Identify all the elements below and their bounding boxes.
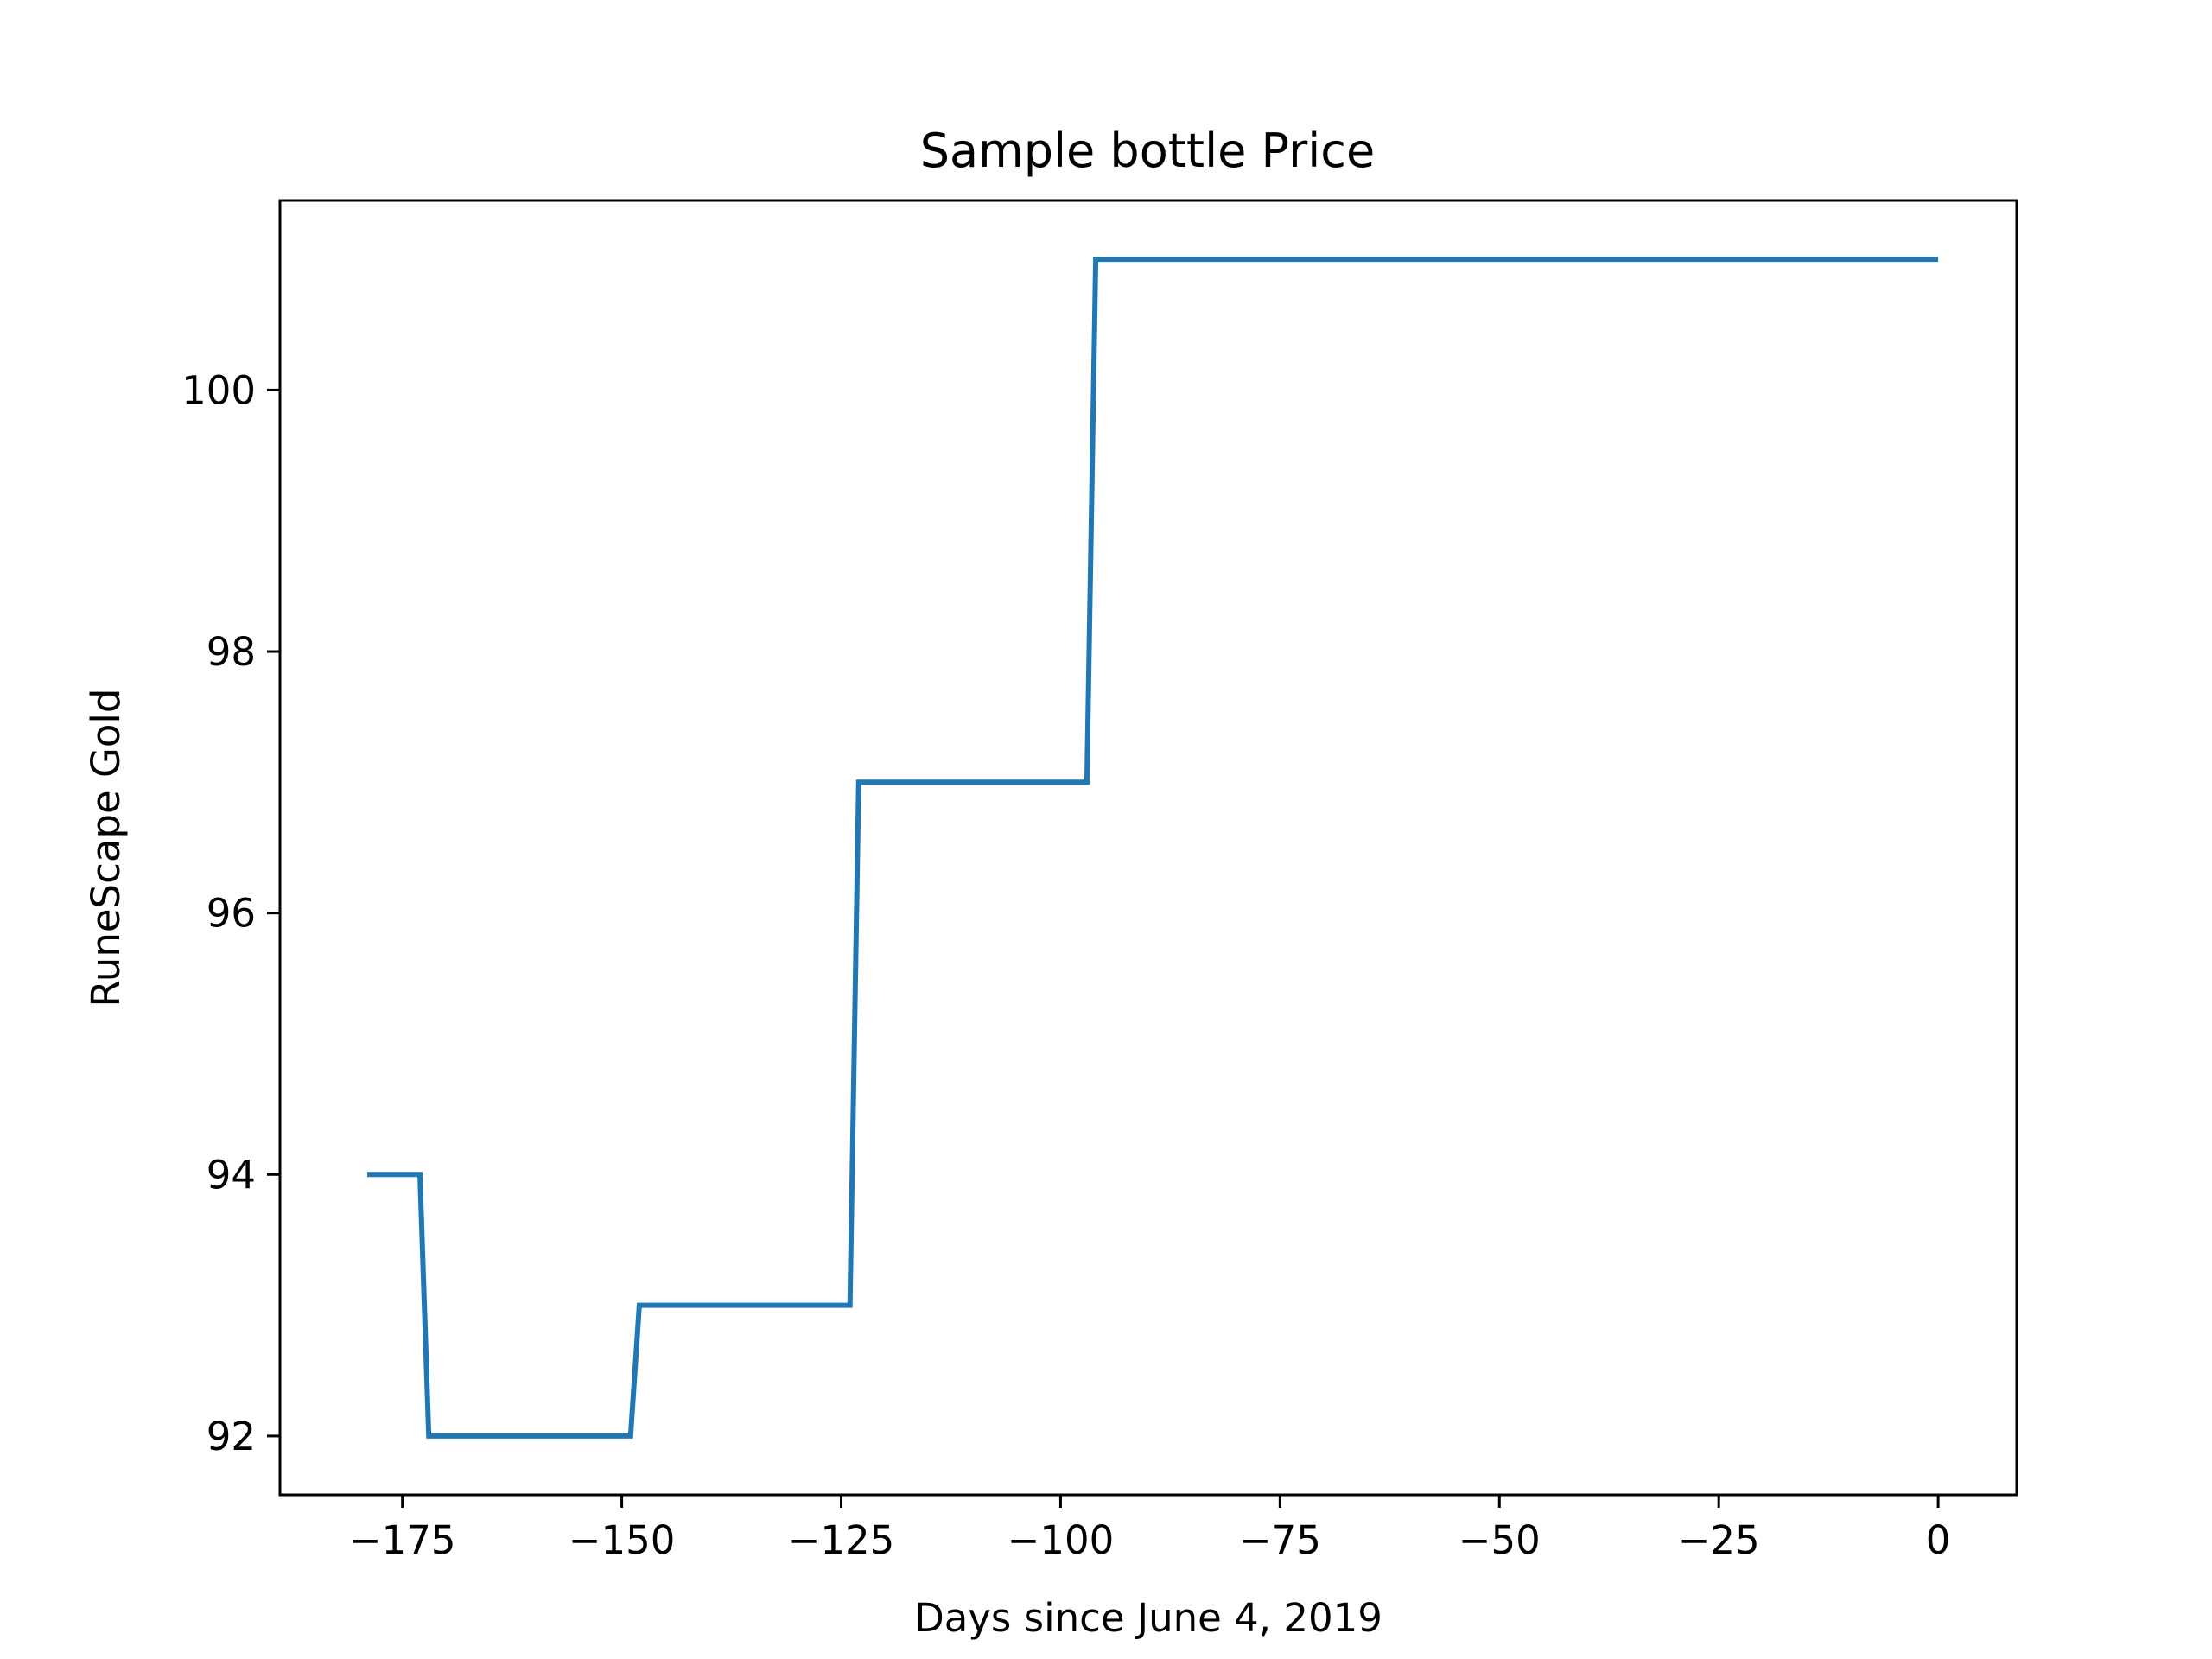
y-tick-label: 94: [207, 1152, 256, 1198]
x-axis: −175 −150 −125 −100 −75 −50 −25 0: [349, 1495, 1951, 1563]
y-tick-label: 92: [207, 1414, 256, 1459]
x-tick-label: −125: [788, 1517, 895, 1563]
x-tick-label: −150: [569, 1517, 676, 1563]
y-tick-label: 96: [207, 891, 256, 937]
x-tick-label: −100: [1007, 1517, 1115, 1563]
x-tick-label: −175: [349, 1517, 456, 1563]
series-group: [367, 257, 1939, 1439]
x-tick-label: −50: [1459, 1517, 1541, 1563]
chart-title: Sample bottle Price: [920, 124, 1375, 178]
x-tick-label: −75: [1239, 1517, 1321, 1563]
y-tick-label: 98: [207, 629, 256, 675]
y-axis: 92 94 96 98 100: [181, 367, 280, 1459]
y-axis-label: RuneScape Gold: [83, 689, 129, 1007]
x-tick-label: 0: [1926, 1517, 1951, 1563]
x-axis-label: Days since June 4, 2019: [914, 1595, 1382, 1641]
x-tick-label: −25: [1678, 1517, 1760, 1563]
plot-frame: [278, 199, 2018, 1497]
series-line: [367, 257, 1939, 1439]
y-tick-label: 100: [181, 367, 256, 413]
